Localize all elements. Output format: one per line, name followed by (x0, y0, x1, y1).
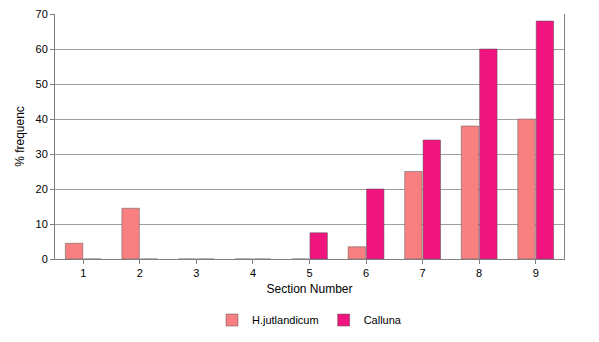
svg-text:40: 40 (36, 113, 48, 125)
svg-text:8: 8 (476, 267, 482, 279)
svg-text:60: 60 (36, 43, 48, 55)
svg-text:50: 50 (36, 78, 48, 90)
svg-text:6: 6 (363, 267, 369, 279)
svg-text:30: 30 (36, 148, 48, 160)
svg-text:H.jutlandicum: H.jutlandicum (252, 314, 319, 326)
svg-text:3: 3 (193, 267, 199, 279)
svg-text:20: 20 (36, 183, 48, 195)
svg-text:Section Number: Section Number (266, 282, 352, 296)
svg-text:70: 70 (36, 8, 48, 20)
svg-text:1: 1 (80, 267, 86, 279)
svg-text:2: 2 (137, 267, 143, 279)
svg-text:Calluna: Calluna (364, 314, 402, 326)
svg-text:5: 5 (306, 267, 312, 279)
svg-text:0: 0 (42, 253, 48, 265)
svg-text:4: 4 (250, 267, 256, 279)
svg-text:7: 7 (420, 267, 426, 279)
svg-text:10: 10 (36, 218, 48, 230)
svg-text:9: 9 (533, 267, 539, 279)
svg-text:% frequenc: % frequenc (13, 106, 27, 167)
